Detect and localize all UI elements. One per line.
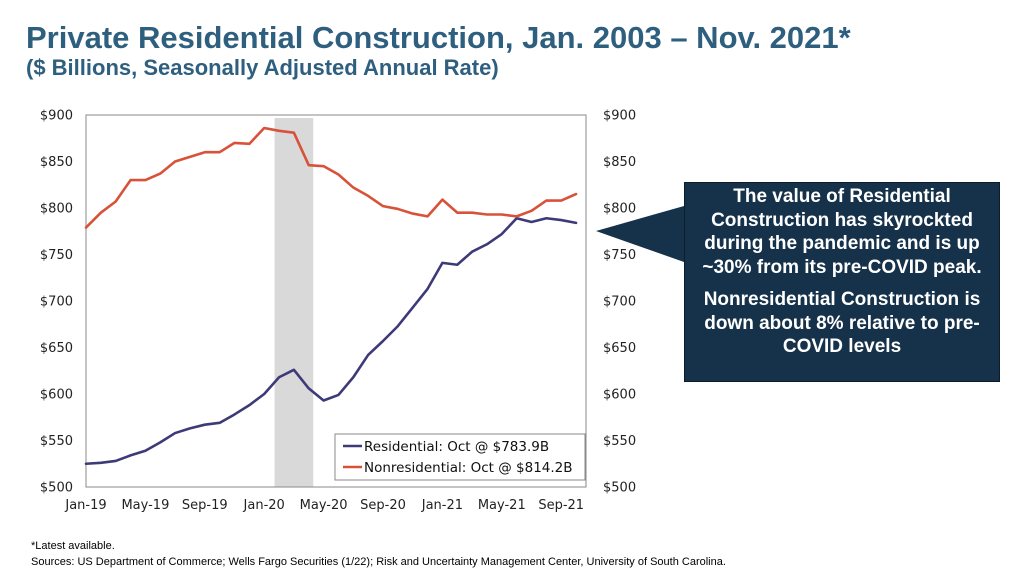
series-line-nonresidential	[84, 126, 578, 229]
x-tick-label: Sep-19	[182, 498, 228, 513]
page-subtitle: ($ Billions, Seasonally Adjusted Annual …	[26, 55, 499, 80]
y-tick-label-right: $900	[603, 109, 636, 124]
footnote-sources: Sources: US Department of Commerce; Well…	[31, 556, 726, 568]
y-tick-label-right: $500	[603, 481, 636, 496]
callout-residential-text: The value of Residential Construction ha…	[702, 186, 982, 278]
x-tick-label: May-19	[121, 498, 169, 513]
y-tick-label-left: $550	[40, 434, 73, 449]
y-tick-label-left: $650	[40, 341, 73, 356]
y-tick-label-left: $600	[40, 388, 73, 403]
callout-box: The value of Residential Construction ha…	[684, 182, 1000, 382]
y-tick-label-left: $750	[40, 248, 73, 263]
y-tick-label-right: $600	[603, 388, 636, 403]
legend: Residential: Oct @ $783.9B Nonresidentia…	[334, 433, 586, 481]
series-line-residential	[84, 216, 578, 466]
x-tick-label: Sep-21	[538, 498, 584, 513]
callout-nonresidential-text: Nonresidential Construction is down abou…	[703, 289, 981, 357]
y-tick-label-left: $800	[40, 202, 73, 217]
legend-label-nonresidential: Nonresidential: Oct @ $814.2B	[364, 460, 573, 476]
x-tick-label: May-20	[300, 498, 348, 513]
x-tick-label: Sep-20	[360, 498, 406, 513]
page-title: Private Residential Construction, Jan. 2…	[26, 20, 851, 55]
footnote-latest: *Latest available.	[31, 540, 115, 552]
y-tick-label-right: $850	[603, 155, 636, 170]
x-tick-label: Jan-19	[64, 498, 106, 513]
y-tick-label-left: $850	[40, 155, 73, 170]
callout-pointer	[596, 206, 684, 262]
y-tick-label-right: $700	[603, 295, 636, 310]
y-tick-label-left: $900	[40, 109, 73, 124]
y-tick-label-left: $700	[40, 295, 73, 310]
recession-shade	[274, 118, 314, 487]
x-tick-label: Jan-20	[243, 498, 285, 513]
y-tick-label-left: $500	[40, 481, 73, 496]
y-tick-label-right: $550	[603, 434, 636, 449]
legend-box	[334, 433, 586, 481]
y-tick-label-right: $650	[603, 341, 636, 356]
y-tick-label-right: $750	[603, 248, 636, 263]
y-tick-label-right: $800	[603, 202, 636, 217]
legend-label-residential: Residential: Oct @ $783.9B	[364, 439, 549, 455]
x-tick-label: Jan-21	[421, 498, 463, 513]
x-tick-label: May-21	[478, 498, 526, 513]
plot-area-frame	[85, 114, 587, 488]
